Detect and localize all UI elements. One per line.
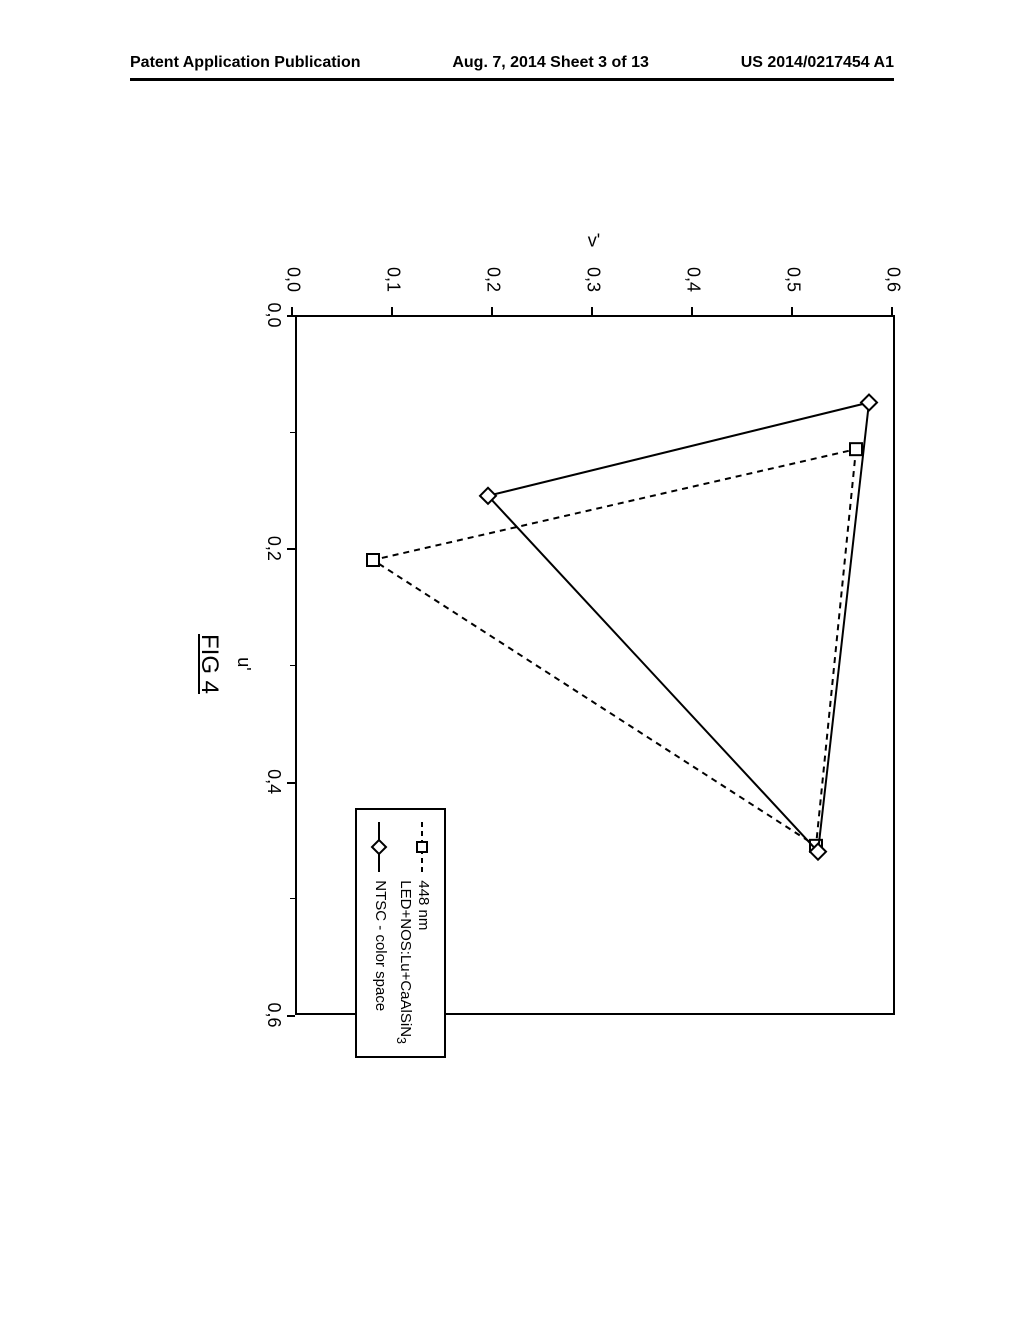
legend-label: 448 nmLED+NOS:Lu+CaAlSiN3 xyxy=(393,880,432,1044)
y-tick xyxy=(791,307,793,315)
y-tick xyxy=(491,307,493,315)
diamond-marker xyxy=(861,395,877,411)
y-tick-label: 0,1 xyxy=(383,267,404,292)
x-minor-tick xyxy=(290,315,295,316)
legend: 448 nmLED+NOS:Lu+CaAlSiN3NTSC - color sp… xyxy=(355,808,446,1058)
y-tick-label: 0,5 xyxy=(783,267,804,292)
legend-marker xyxy=(369,822,389,872)
page-header: Patent Application Publication Aug. 7, 2… xyxy=(0,54,1024,72)
square-marker xyxy=(850,443,862,455)
y-tick xyxy=(891,307,893,315)
y-tick-label: 0,0 xyxy=(283,267,304,292)
legend-item: NTSC - color space xyxy=(369,822,389,1044)
legend-label: NTSC - color space xyxy=(371,880,389,1011)
x-minor-tick xyxy=(290,1015,295,1016)
y-tick xyxy=(291,307,293,315)
y-tick xyxy=(691,307,693,315)
x-tick-label: 0,0 xyxy=(263,302,284,327)
x-axis-label: u' xyxy=(233,657,254,670)
series-polygon xyxy=(373,449,856,846)
x-minor-tick xyxy=(290,665,295,666)
series-polygon xyxy=(488,403,869,852)
x-tick-label: 0,4 xyxy=(263,769,284,794)
y-tick-label: 0,4 xyxy=(683,267,704,292)
x-tick-label: 0,6 xyxy=(263,1002,284,1027)
legend-item: 448 nmLED+NOS:Lu+CaAlSiN3 xyxy=(393,822,432,1044)
plot-area: 0,00,20,40,6 0,00,10,20,30,40,50,6 u' v'… xyxy=(295,315,895,1015)
chart-container: 0,0 0,2 0,4 0,6 0,0 0,1 0,2 0,3 0,4 0,5 0,6 u' v'… xyxy=(85,215,935,1135)
header-center: Aug. 7, 2014 Sheet 3 of 13 xyxy=(452,54,649,72)
header-left: Patent Application Publication xyxy=(130,54,361,72)
header-divider xyxy=(130,78,894,81)
y-tick-label: 0,6 xyxy=(883,267,904,292)
y-axis-label: v' xyxy=(588,231,600,252)
x-minor-tick xyxy=(290,548,295,549)
y-tick xyxy=(391,307,393,315)
header-right: US 2014/0217454 A1 xyxy=(741,54,894,72)
figure-label: FIG 4 xyxy=(195,634,223,694)
x-minor-tick xyxy=(290,898,295,899)
x-tick-label: 0,2 xyxy=(263,536,284,561)
legend-marker xyxy=(412,822,432,872)
x-minor-tick xyxy=(290,432,295,433)
square-marker xyxy=(367,554,379,566)
x-minor-tick xyxy=(290,782,295,783)
y-tick-label: 0,2 xyxy=(483,267,504,292)
y-tick-label: 0,3 xyxy=(583,267,604,292)
y-tick xyxy=(591,307,593,315)
